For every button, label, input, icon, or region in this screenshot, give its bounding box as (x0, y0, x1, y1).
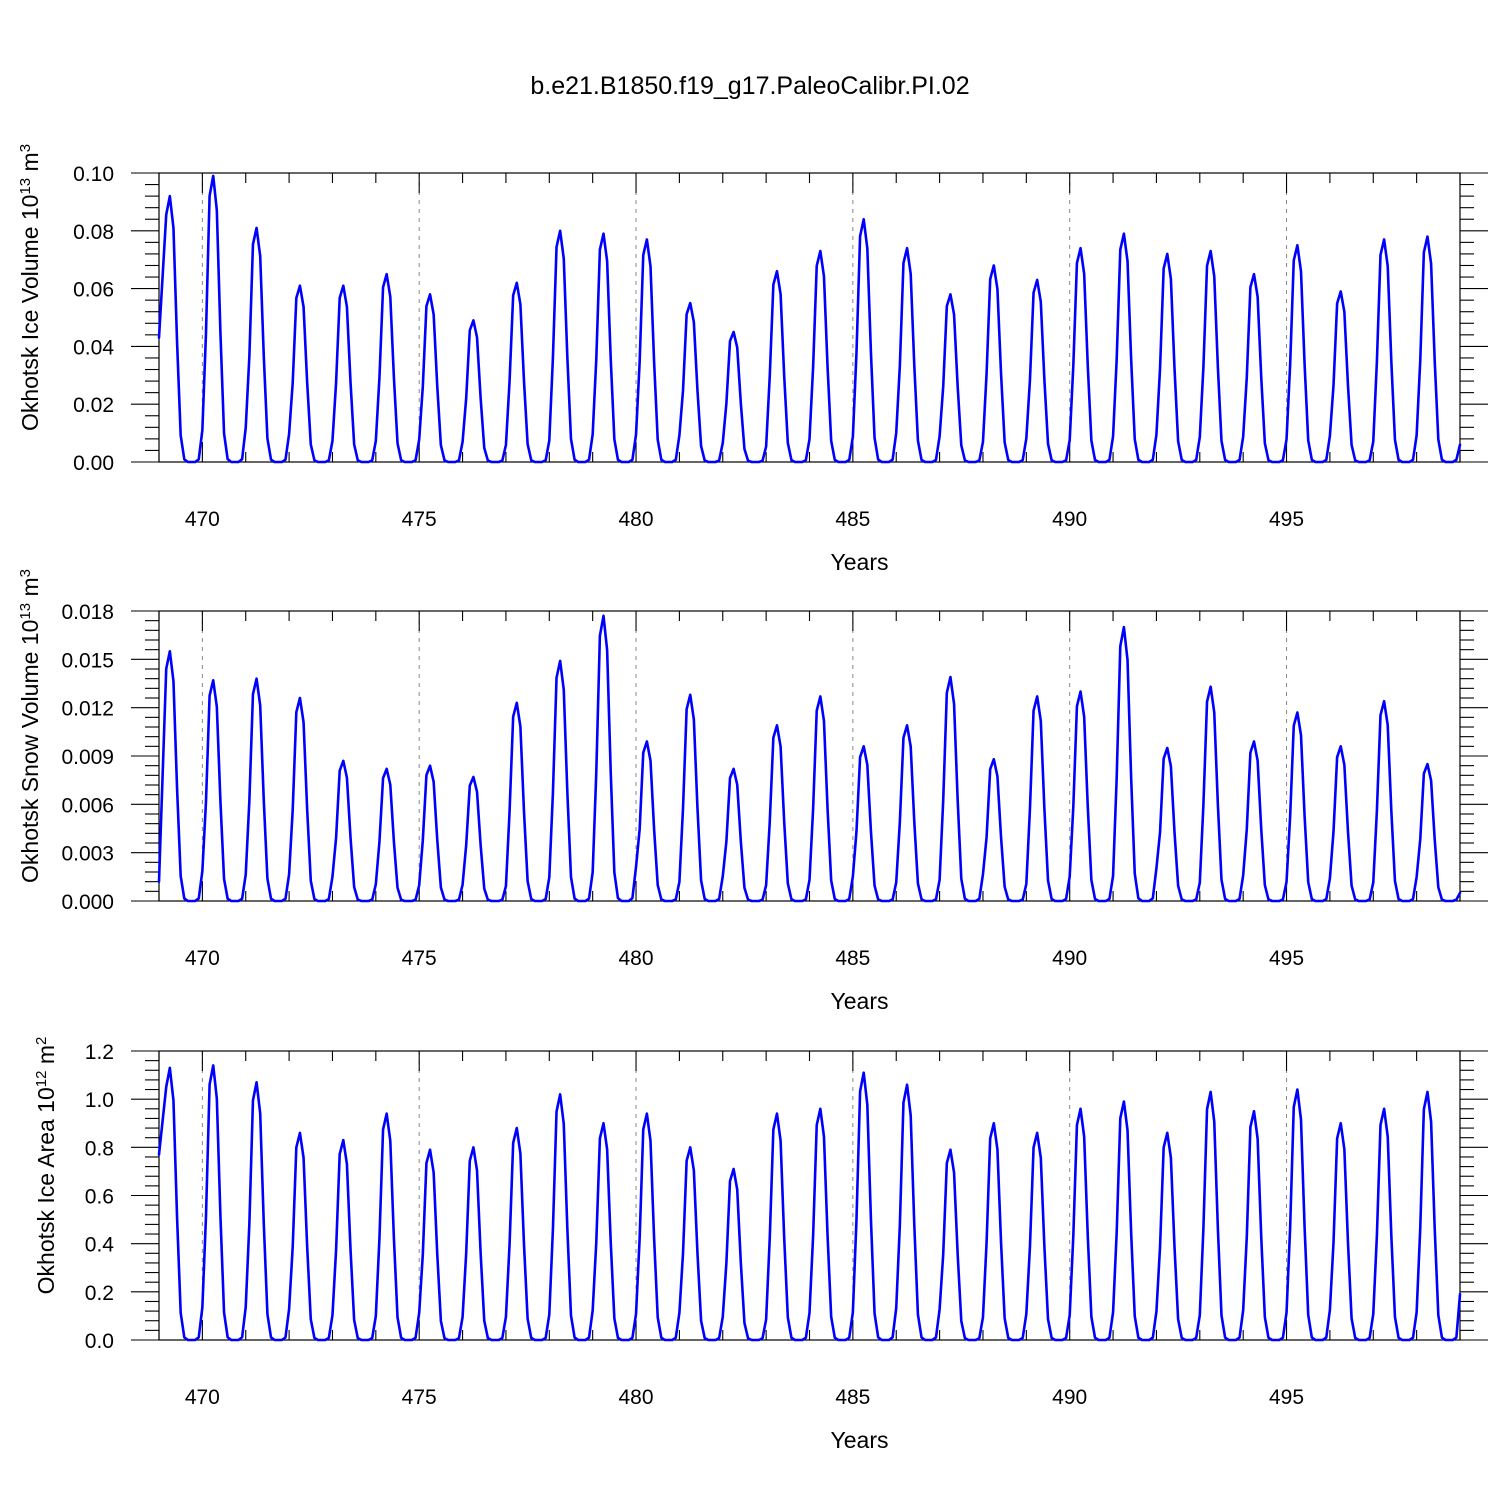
y-tick-label: 0.00 (73, 452, 114, 475)
panel-1: 470 475 480 485 490 495 0.00 0.02 0.04 0.06 0.08 0.… (17, 144, 1488, 575)
y-axis-label-ylabel-unit: m (17, 577, 43, 603)
x-tick-label: 495 (1269, 1386, 1304, 1409)
x-tick-label: 475 (402, 508, 437, 531)
x-axis-label: Years (831, 549, 889, 575)
y-tick-label: 0.003 (61, 843, 114, 866)
y-tick-label: 0.08 (73, 221, 114, 244)
x-tick-label: 480 (619, 508, 654, 531)
figure-title: b.e21.B1850.f19_g17.PaleoCalibr.PI.02 (530, 72, 969, 100)
series-line (157, 1064, 1462, 1342)
series-line (157, 614, 1462, 903)
y-axis-label: Okhotsk Snow Volume 1013 m3 (17, 569, 44, 883)
y-axis-label: Okhotsk Ice Area 1012 m2 (33, 1037, 60, 1295)
y-axis-label-ylabel: Okhotsk Ice Area 10 (33, 1087, 59, 1294)
x-axis-label: Years (831, 1427, 889, 1453)
x-tick-label: 490 (1052, 1386, 1087, 1409)
y-axis-label-ylabel-unit: m (17, 152, 43, 178)
x-tick-label: 490 (1052, 508, 1087, 531)
x-tick-label: 475 (402, 1386, 437, 1409)
y-axis-label-ylabel-unit-exp: 3 (17, 569, 34, 577)
y-tick-label: 0.009 (61, 746, 114, 769)
y-axis-label-ylabel-unit: m (33, 1045, 59, 1071)
y-tick-label: 0.2 (85, 1282, 114, 1305)
x-tick-label: 485 (835, 508, 870, 531)
panel-3: 470 475 480 485 490 495 0.0 0.2 0.4 0.6 0.8 1.0 1.2 Y… (33, 1037, 1488, 1453)
x-tick-label: 475 (402, 947, 437, 970)
y-tick-label: 0.06 (73, 279, 114, 302)
panels: 470 475 480 485 490 4950.000.020.040.060.080.… (17, 144, 1488, 1453)
plot-frame (158, 610, 1461, 902)
y-axis-label-ylabel: Okhotsk Ice Volume 10 (17, 195, 43, 432)
y-tick-label: 0.015 (61, 649, 114, 672)
y-tick-label: 0.4 (85, 1234, 115, 1257)
y-tick-label: 0.02 (73, 394, 114, 417)
y-tick-label: 0.04 (73, 336, 114, 359)
x-tick-label: 490 (1052, 947, 1087, 970)
x-tick-label: 480 (619, 947, 654, 970)
y-tick-label: 0.10 (73, 163, 114, 186)
y-axis-label-ylabel-unit-exp: 2 (33, 1037, 50, 1045)
x-tick-label: 470 (185, 508, 220, 531)
y-tick-label: 0.0 (85, 1330, 114, 1353)
y-axis-label-ylabel-exp: 12 (33, 1071, 50, 1088)
x-tick-label: 485 (835, 947, 870, 970)
y-axis-label-ylabel: Okhotsk Snow Volume 10 (17, 620, 43, 883)
y-tick-label: 0.6 (85, 1186, 114, 1209)
x-tick-label: 485 (835, 1386, 870, 1409)
x-tick-label: 495 (1269, 947, 1304, 970)
x-axis-label: Years (831, 988, 889, 1014)
y-tick-label: 0.006 (61, 794, 114, 817)
y-tick-label: 0.018 (61, 601, 114, 624)
y-tick-label: 0.012 (61, 698, 114, 721)
y-tick-label: 1.0 (85, 1089, 114, 1112)
plot-frame (158, 1050, 1461, 1341)
y-axis-label: Okhotsk Ice Volume 1013 m3 (17, 144, 44, 431)
x-tick-label: 470 (185, 947, 220, 970)
y-tick-label: 0.000 (61, 891, 114, 914)
y-axis-label-ylabel-exp: 13 (17, 178, 34, 195)
y-tick-label: 0.8 (85, 1137, 114, 1160)
y-axis-label-ylabel-unit-exp: 3 (17, 144, 34, 152)
panel-2: 470 475 480 485 490 495 0.000 0.003 0.006 0.009 0.… (17, 569, 1488, 1014)
series-line (157, 174, 1462, 464)
y-tick-label: 1.2 (85, 1041, 114, 1064)
x-tick-label: 480 (619, 1386, 654, 1409)
y-axis-label-ylabel-exp: 13 (17, 603, 34, 620)
x-tick-label: 495 (1269, 508, 1304, 531)
x-tick-label: 470 (185, 1386, 220, 1409)
